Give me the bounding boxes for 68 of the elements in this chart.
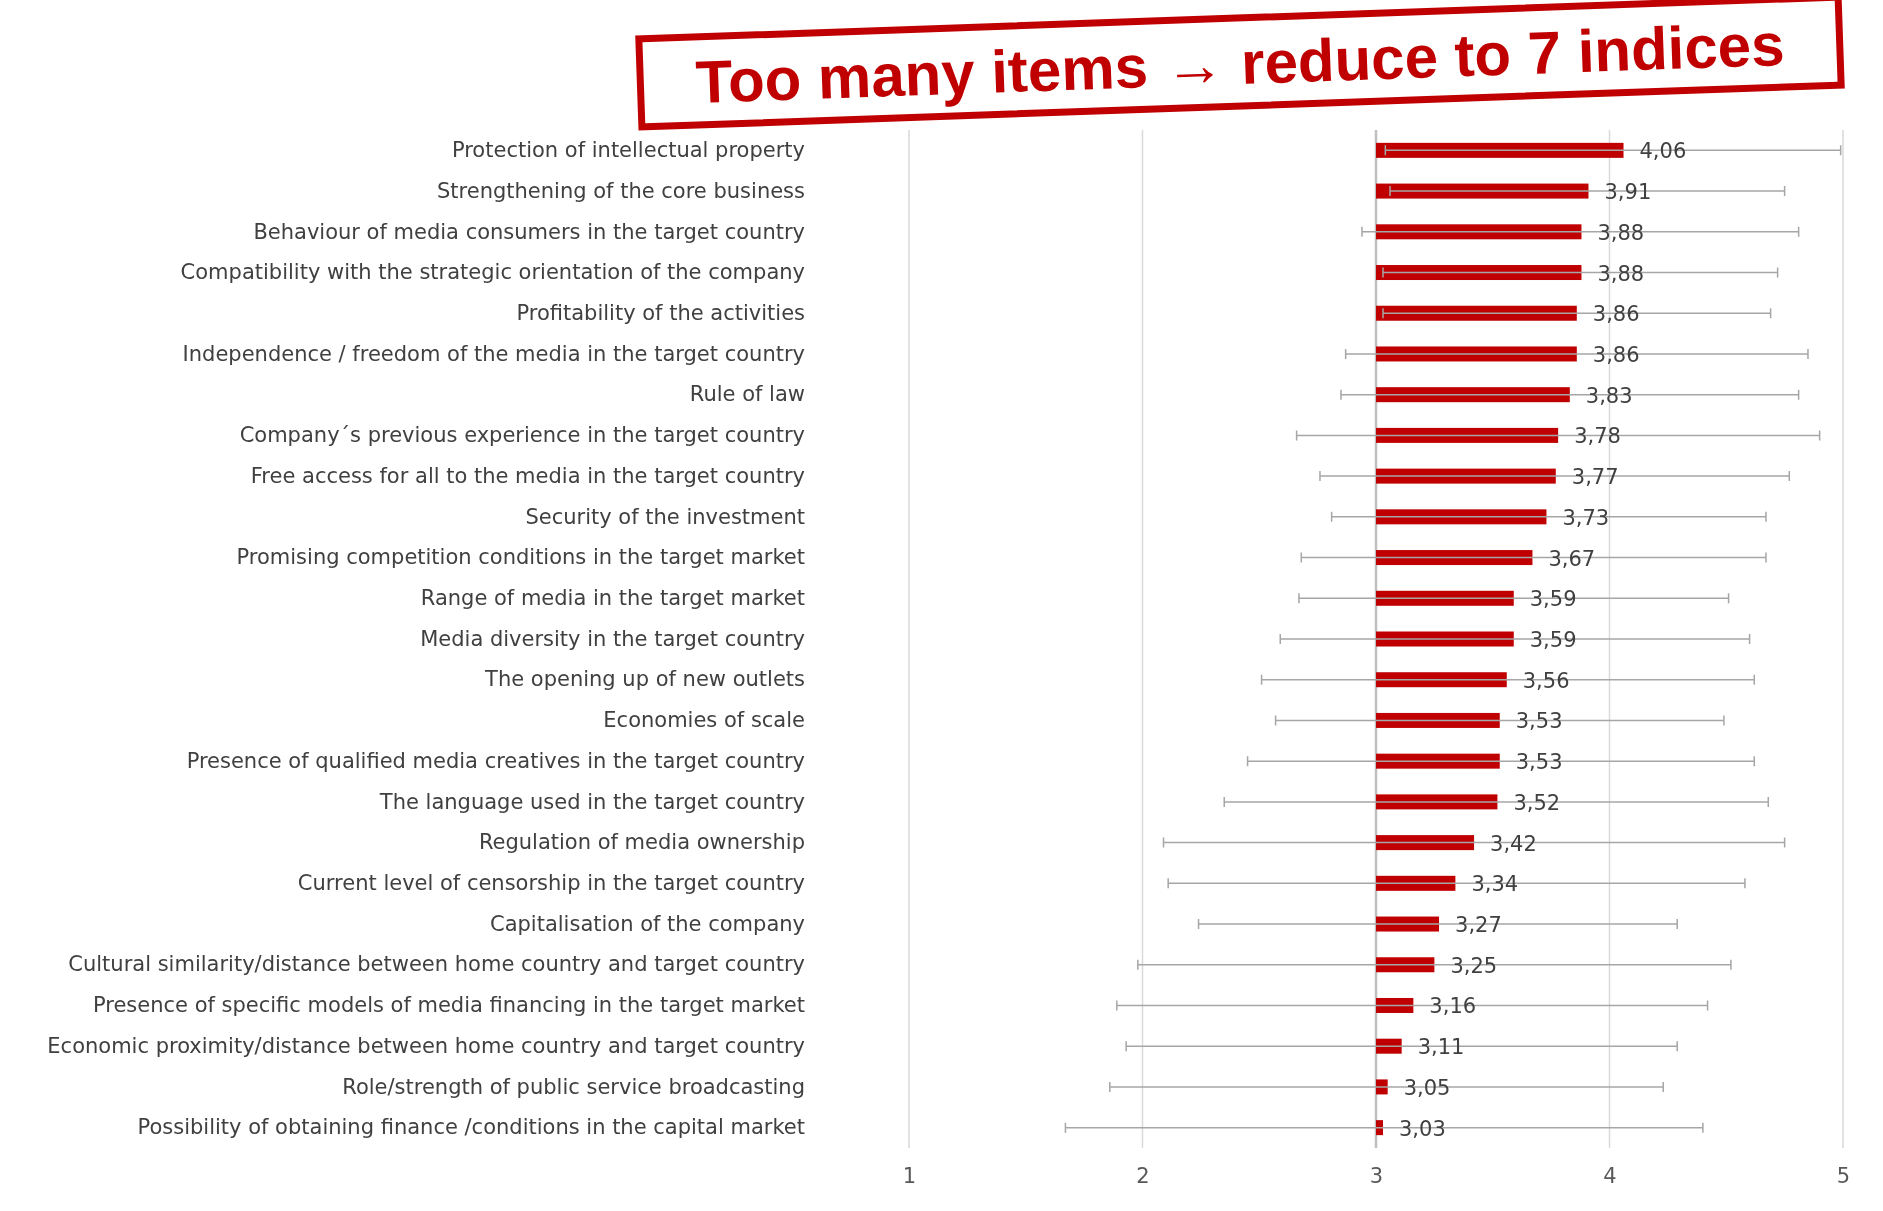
y-tick-label: Presence of qualified media creatives in the target country	[186, 748, 805, 773]
data-label: 3,83	[1585, 383, 1633, 408]
y-tick-label: Promising competition conditions in the target market	[236, 545, 805, 570]
data-label: 3,05	[1403, 1075, 1451, 1100]
bar	[1376, 712, 1500, 728]
data-label: 3,34	[1471, 872, 1519, 897]
x-tick-label: 1	[902, 1163, 917, 1188]
y-tick-label: Cultural similarity/distance between home country and target country	[68, 952, 805, 977]
y-tick-label: The language used in the target country	[378, 789, 805, 814]
data-label: 3,86	[1592, 342, 1640, 367]
data-label: 3,77	[1571, 465, 1619, 490]
y-tick-label: Security of the investment	[525, 504, 805, 529]
y-tick-label: Economies of scale	[603, 708, 805, 733]
bar	[1376, 997, 1414, 1013]
y-tick-label: Strengthening of the core business	[437, 178, 805, 203]
data-label: 3,56	[1522, 668, 1570, 693]
bar	[1376, 265, 1582, 281]
y-tick-label: Profitability of the activities	[516, 300, 805, 325]
y-tick-label: Capitalisation of the company	[489, 911, 805, 936]
y-tick-label: Range of media in the target market	[420, 586, 805, 610]
data-label: 3,88	[1597, 261, 1645, 286]
data-label: 3,25	[1450, 953, 1498, 978]
data-label: 3,27	[1455, 913, 1502, 938]
y-tick-label: Media diversity in the target country	[420, 626, 805, 651]
data-label: 3,67	[1548, 546, 1596, 571]
bar	[1376, 1120, 1384, 1136]
x-tick-label: 3	[1369, 1163, 1384, 1188]
data-label: 4,06	[1639, 139, 1687, 164]
bar	[1376, 550, 1533, 566]
y-tick-label: Protection of intellectual property	[451, 138, 805, 163]
x-tick-label: 5	[1836, 1163, 1851, 1188]
bar	[1376, 427, 1559, 443]
y-tick-label: Economic proximity/distance between home country and target country	[47, 1033, 805, 1058]
y-tick-label: Behaviour of media consumers in the target country	[253, 219, 805, 244]
y-tick-label: Compatibility with the strategic orientation of the company	[180, 260, 805, 285]
data-label: 3,42	[1490, 831, 1537, 856]
y-tick-label: Current level of censorship in the target country	[297, 871, 805, 896]
y-tick-label: Free access for all to the media in the target country	[250, 463, 805, 488]
y-tick-label: Possibility of obtaining finance /conditions in the capital market	[137, 1115, 805, 1140]
data-label: 3,16	[1429, 994, 1477, 1019]
data-label: 3,52	[1513, 790, 1561, 815]
data-label: 3,91	[1604, 180, 1652, 205]
y-tick-label: The opening up of new outlets	[484, 667, 805, 692]
bar	[1376, 387, 1570, 403]
data-label: 3,59	[1529, 628, 1577, 652]
x-tick-label: 2	[1136, 1163, 1150, 1188]
bar	[1376, 835, 1475, 851]
data-label: 3,73	[1562, 505, 1610, 530]
data-label: 3,53	[1515, 709, 1563, 734]
x-tick-label: 4	[1603, 1163, 1617, 1188]
y-tick-label: Regulation of media ownership	[478, 830, 805, 855]
y-tick-label: Company´s previous experience in the target country	[239, 423, 805, 448]
y-tick-label: Rule of law	[689, 382, 805, 407]
data-label: 3,03	[1399, 1116, 1446, 1141]
bar	[1376, 590, 1514, 606]
data-label: 3,88	[1597, 220, 1645, 245]
bar	[1376, 875, 1456, 891]
data-label: 3,86	[1592, 302, 1640, 327]
y-tick-label: Independence / freedom of the media in the target country	[182, 341, 805, 366]
bar	[1376, 142, 1624, 158]
data-label: 3,53	[1515, 750, 1563, 775]
y-tick-label: Presence of specific models of media financing in the target market	[92, 993, 805, 1018]
data-label: 3,11	[1417, 1035, 1465, 1060]
data-label: 3,59	[1529, 587, 1577, 612]
text: Too many items → reduce to 7 indices	[694, 11, 1786, 116]
y-tick-label: Role/strength of public service broadcasting	[342, 1074, 805, 1099]
data-label: 3,78	[1574, 424, 1621, 449]
bar	[1376, 672, 1507, 688]
